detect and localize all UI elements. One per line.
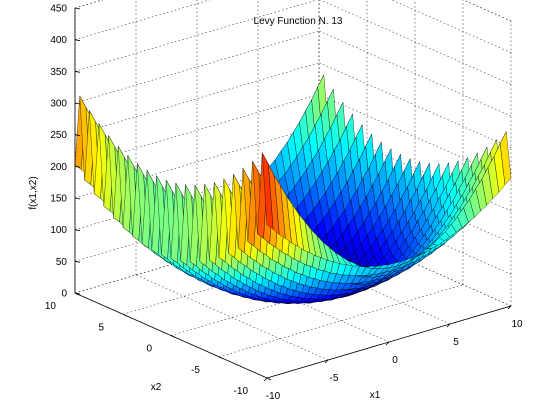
tick-labels: -10-50510-10-505100501001502002503003504… (45, 4, 523, 403)
y-tick-mark (266, 377, 272, 381)
x-tick-label: -10 (266, 391, 281, 402)
back-wall-gridline-z (74, 94, 320, 167)
floor-gridline-y (218, 284, 464, 358)
x-tick-mark (446, 323, 451, 328)
z-tick-mark (74, 102, 81, 105)
axes-frame (74, 7, 512, 382)
x-tick-label: 5 (453, 337, 459, 348)
floor-gridline-x (135, 274, 329, 361)
surface-plot (74, 74, 512, 305)
y-tick-label: 5 (98, 322, 104, 333)
back-wall-gridline-z (74, 0, 318, 72)
y-tick-label: -5 (191, 365, 200, 376)
z-tick-label: 400 (50, 35, 67, 46)
side-wall-gridline-z (391, 0, 512, 53)
y-tick-label: 10 (45, 301, 57, 312)
x-tick-label: -5 (330, 373, 339, 384)
side-wall-gridline-z (318, 94, 512, 180)
x-tick-mark (385, 341, 390, 346)
z-tick-label: 50 (56, 257, 68, 268)
z-tick-mark (74, 229, 81, 232)
x-tick-mark (507, 305, 512, 310)
z-tick-label: 350 (50, 67, 67, 78)
x-tick-mark (263, 377, 268, 382)
y-tick-label: -10 (234, 386, 249, 397)
z-tick-label: 250 (50, 130, 67, 141)
surface-facet (262, 152, 274, 230)
z-tick-mark (74, 197, 81, 200)
z-tick-mark (74, 260, 81, 263)
y-axis-label: x2 (151, 382, 162, 393)
y-tick-mark (122, 313, 128, 317)
y-tick-mark (170, 335, 176, 338)
z-tick-label: 200 (50, 162, 67, 173)
side-wall-gridline-z (318, 30, 512, 117)
back-wall-gridline-z (74, 125, 320, 199)
z-axis-label: f(x1,x2) (28, 176, 39, 209)
side-wall-gridline-z (318, 62, 512, 148)
z-tick-mark (74, 39, 81, 42)
z-tick-label: 100 (50, 225, 67, 236)
z-tick-label: 0 (61, 289, 67, 300)
back-wall-gridline-z (74, 30, 320, 104)
side-wall-gridline-z (318, 125, 512, 212)
y-tick-mark (218, 356, 224, 360)
z-tick-label: 450 (50, 4, 67, 15)
z-tick-mark (74, 134, 81, 137)
x-tick-mark (324, 359, 329, 364)
z-tick-label: 150 (50, 194, 67, 205)
x-tick-label: 0 (392, 355, 398, 366)
z-tick-mark (74, 292, 81, 295)
y-tick-label: 0 (146, 344, 152, 355)
x-tick-label: 10 (511, 319, 523, 330)
z-tick-mark (74, 165, 81, 168)
z-tick-mark (74, 70, 81, 73)
z-tick-mark (74, 7, 81, 10)
x-axis-label: x1 (370, 390, 381, 401)
chart-title: Levy Function N. 13 (254, 16, 343, 27)
back-wall-gridline-z (74, 62, 320, 135)
z-tick-label: 300 (50, 99, 67, 110)
side-wall-gridline-z (319, 0, 512, 85)
